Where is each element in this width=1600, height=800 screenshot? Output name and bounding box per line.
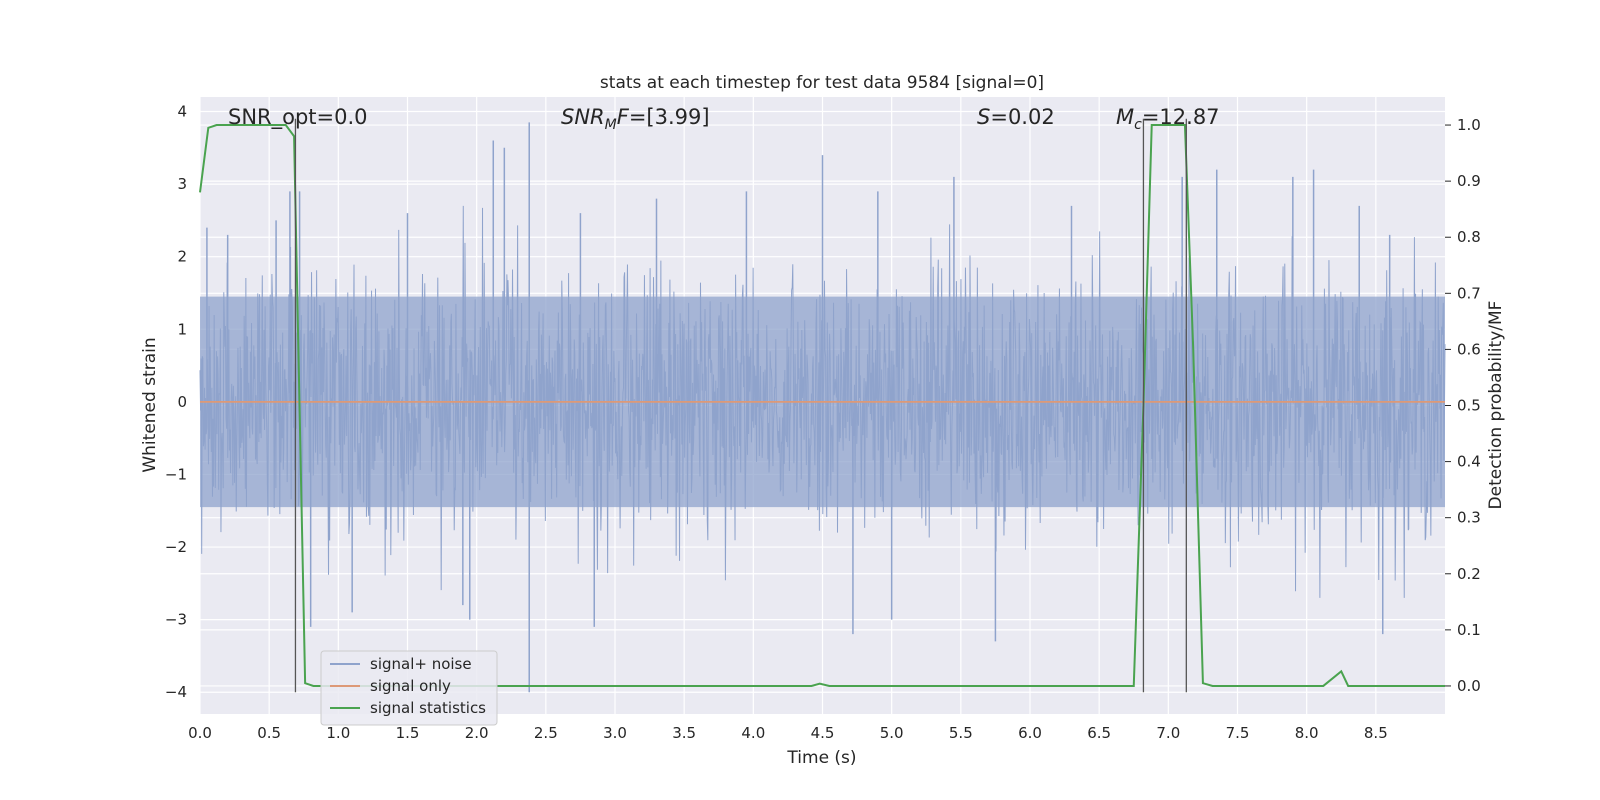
annotation-snr-mf: SNRMF=[3.99]: [561, 105, 710, 133]
legend: signal+ noise signal only signal statist…: [320, 650, 498, 726]
x-ticks: 0.0 0.5 1.0 1.5 2.0 2.5 3.0 3.5 4.0 4.5 5.0 5.5 6.0 6…: [188, 724, 1388, 742]
x-tick-label: 4.5: [811, 724, 835, 742]
legend-label-signal-noise: signal+ noise: [370, 655, 472, 673]
svg-text:SNRMF=[3.99]: SNRMF=[3.99]: [561, 105, 710, 133]
legend-box: [320, 650, 498, 726]
legend-label-signal-only: signal only: [370, 677, 451, 695]
y2-tick-label: 0.1: [1457, 621, 1481, 639]
y-ticks: 4 3 2 1 0 −1 −2 −3 −4: [165, 103, 187, 702]
x-tick-label: 1.5: [396, 724, 420, 742]
x-tick-label: 2.0: [465, 724, 489, 742]
y-tick-label: −4: [165, 683, 187, 701]
x-tick-label: 6.5: [1087, 724, 1111, 742]
svg-text:S=0.02: S=0.02: [977, 105, 1055, 129]
x-tick-label: 4.0: [741, 724, 765, 742]
x-tick-label: 5.0: [880, 724, 904, 742]
y-tick-label: 2: [177, 248, 187, 266]
x-tick-label: 2.5: [534, 724, 558, 742]
y2-tick-label: 0.7: [1457, 284, 1481, 302]
annotation-snr-opt: SNR_opt=0.0: [228, 105, 368, 130]
x-tick-label: 7.0: [1156, 724, 1180, 742]
y-tick-label: 0: [177, 393, 187, 411]
y2-tick-label: 0.3: [1457, 509, 1481, 527]
y2-axis-label: Detection probability/MF: [1486, 301, 1506, 510]
y-tick-label: 3: [177, 175, 187, 193]
y2-tick-label: 0.5: [1457, 397, 1481, 415]
vertical-markers: [294, 118, 1187, 693]
x-tick-label: 7.5: [1226, 724, 1250, 742]
signal-statistics-line: [199, 124, 1445, 687]
x-tick-label: 8.5: [1364, 724, 1388, 742]
legend-label-signal-statistics: signal statistics: [370, 699, 486, 717]
x-axis-label: Time (s): [786, 748, 856, 768]
y2-tick-label: 0.0: [1457, 677, 1481, 695]
x-tick-label: 5.5: [949, 724, 973, 742]
y2-tick-label: 0.2: [1457, 565, 1481, 583]
y-tick-label: −3: [165, 611, 187, 629]
y-tick-label: 4: [177, 103, 187, 121]
x-tick-label: 0.0: [188, 724, 212, 742]
y2-tick-label: 1.0: [1457, 116, 1481, 134]
annotation-s-value: =0.02: [990, 105, 1054, 129]
x-tick-label: 3.0: [603, 724, 627, 742]
y-tick-label: 1: [177, 320, 187, 338]
y-tick-label: −1: [165, 465, 187, 483]
annotation-mc: Mc=12.87: [1116, 105, 1220, 133]
x-tick-label: 8.0: [1295, 724, 1319, 742]
y2-tick-label: 0.8: [1457, 228, 1481, 246]
series-signal-statistics: [199, 124, 1445, 687]
x-tick-label: 0.5: [257, 724, 281, 742]
x-tick-label: 1.0: [326, 724, 350, 742]
y2-tick-label: 0.6: [1457, 340, 1481, 358]
annotation-mc-value: =12.87: [1142, 105, 1220, 129]
y-axis-label: Whitened strain: [140, 337, 160, 472]
y-tick-label: −2: [165, 538, 187, 556]
svg-text:Mc=12.87: Mc=12.87: [1116, 105, 1220, 133]
y2-tick-label: 0.4: [1457, 453, 1481, 471]
x-tick-label: 3.5: [672, 724, 696, 742]
chart-title: stats at each timestep for test data 958…: [600, 73, 1044, 93]
x-tick-label: 6.0: [1018, 724, 1042, 742]
y2-ticks: 1.0 0.9 0.8 0.7 0.6 0.5 0.4 0.3 0.2 0.1 0.0: [1445, 116, 1481, 695]
annotation-s: S=0.02: [977, 105, 1055, 129]
annotation-snr-mf-value: =[3.99]: [629, 105, 710, 129]
y2-tick-label: 0.9: [1457, 172, 1481, 190]
